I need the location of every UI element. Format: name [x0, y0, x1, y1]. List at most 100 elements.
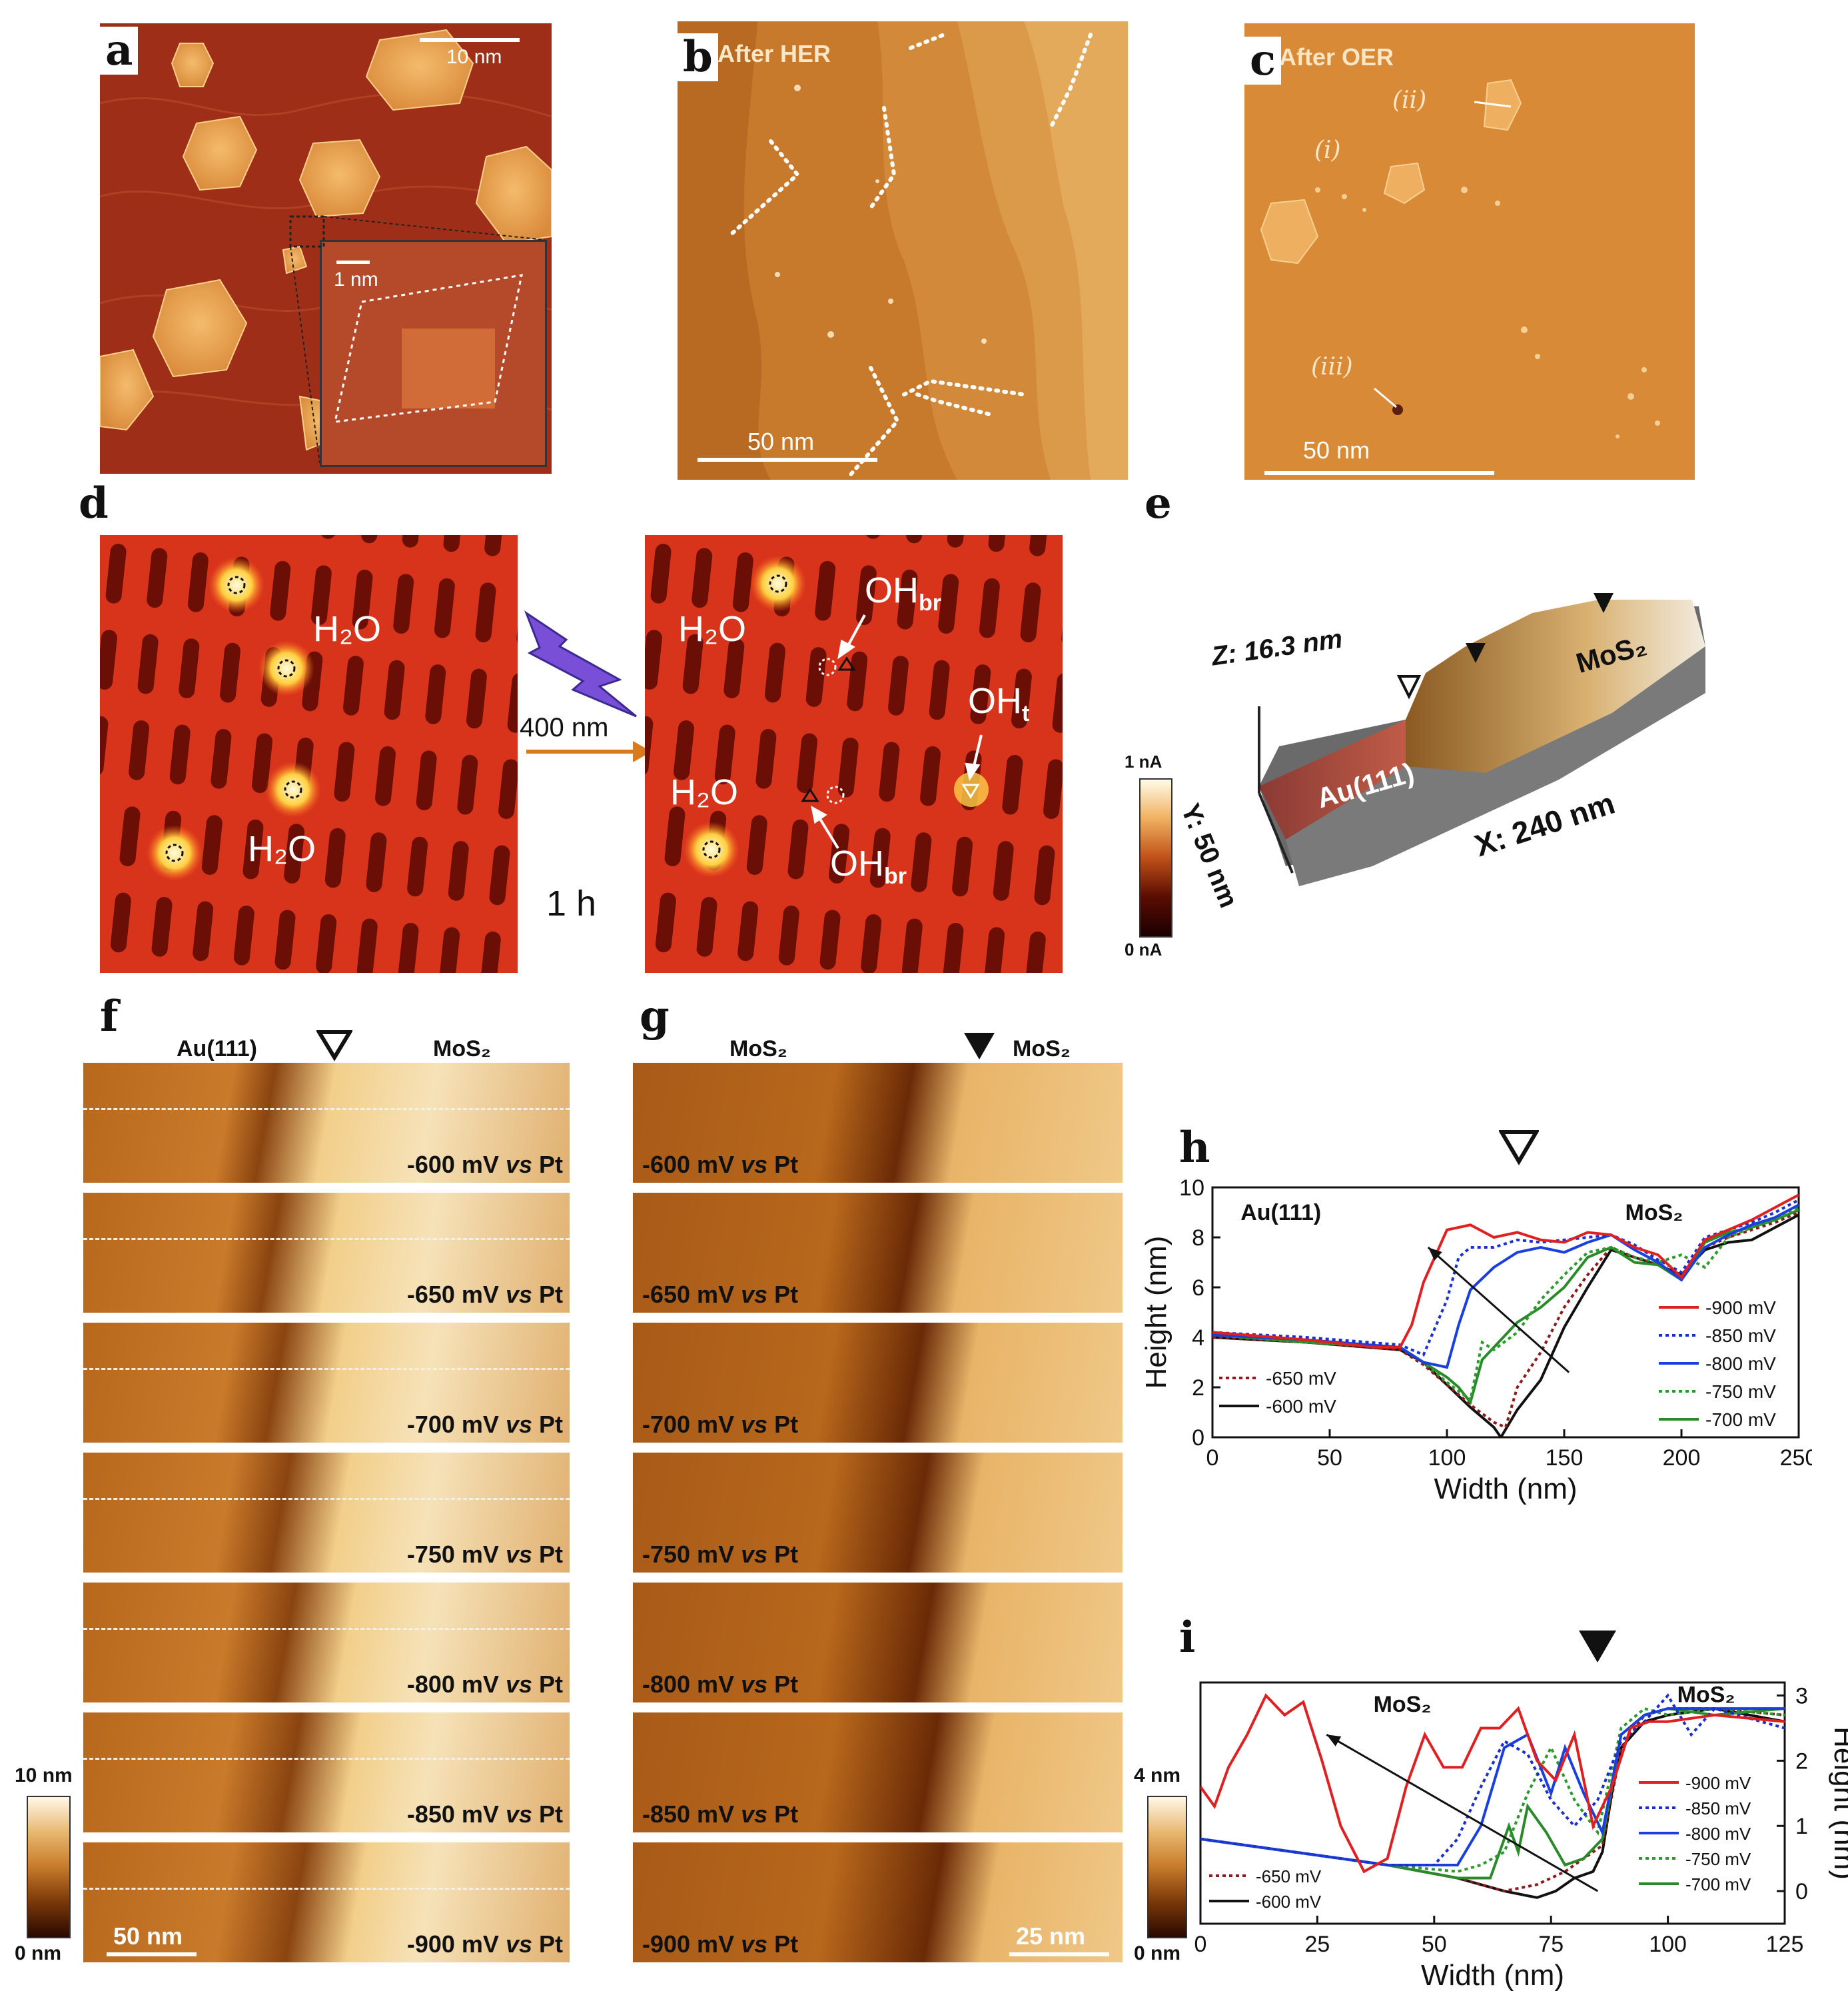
panel-b-image: After HER 50 nm — [678, 21, 1128, 480]
series-line — [1212, 1203, 1799, 1369]
x-tick-label: 75 — [1538, 1932, 1564, 1957]
panel-g-scale-label: 25 nm — [1016, 1922, 1086, 1950]
series-line — [1212, 1206, 1799, 1403]
panel-d-after-image: H₂O H₂O OHbr OHbr OHt — [645, 535, 1063, 973]
legend-entry: -900 mV — [1705, 1297, 1776, 1318]
panel-d-after-water-2: H₂O — [670, 772, 738, 812]
panel-g-strip: -600 mV vs Pt — [633, 1063, 1123, 1183]
x-tick-label: 250 — [1780, 1445, 1812, 1471]
panel-d-label: d — [79, 478, 109, 528]
x-tick-label: 150 — [1546, 1445, 1584, 1471]
panel-d-oh-br-bottom: OHbr — [830, 844, 907, 889]
panel-f-profile-line — [83, 1108, 570, 1111]
panel-f-strip: -850 mV vs Pt — [83, 1712, 570, 1832]
panel-g-right-header: MoS₂ — [1013, 1036, 1071, 1061]
panel-d-time: 1 h — [546, 884, 597, 924]
panel-g-voltage-label: -900 mV vs Pt — [642, 1930, 799, 1958]
panel-d-water-label-1: H₂O — [313, 609, 381, 649]
y-tick-label: 0 — [1795, 1879, 1808, 1904]
x-tick-label: 0 — [1194, 1932, 1207, 1957]
panel-f-left-header: Au(111) — [177, 1036, 257, 1061]
panel-b-scale-label: 50 nm — [747, 428, 815, 455]
panel-c-mark-i: (i) — [1314, 137, 1341, 164]
panel-h-chart: 0 50 100 150 200 250 0 2 4 6 8 10 Width (nm) Height (… — [1140, 1175, 1812, 1505]
panel-f-strip: -600 mV vs Pt — [83, 1063, 570, 1183]
panel-f-scalebar — [107, 1952, 197, 1956]
panel-g-voltage-label: -650 mV vs Pt — [642, 1281, 799, 1308]
panel-i-chart: 0 25 50 75 100 125 0 1 2 3 Width (nm) Height (nm) Mo… — [1194, 1681, 1848, 1991]
panel-g-strip: -850 mV vs Pt — [633, 1712, 1123, 1832]
series-line — [1200, 1706, 1785, 1873]
legend-entry: -600 mV — [1266, 1396, 1336, 1417]
series-line — [1212, 1208, 1799, 1405]
chart-annotation: MoS₂ — [1374, 1692, 1432, 1717]
y-tick-label: 4 — [1192, 1325, 1204, 1351]
series-line — [1200, 1707, 1785, 1866]
panel-d-oh-br-top: OHbr — [865, 570, 941, 616]
panel-b-title: After HER — [717, 40, 831, 67]
legend-entry: -650 mV — [1266, 1368, 1336, 1389]
legend-entry: -700 mV — [1685, 1874, 1751, 1894]
panel-f-right-header: MoS₂ — [433, 1036, 491, 1061]
panel-g-voltage-label: -600 mV vs Pt — [642, 1151, 799, 1178]
panel-f-strip: -700 mV vs Pt — [83, 1323, 570, 1443]
panel-e-label: e — [1145, 478, 1172, 528]
legend-entry: -850 mV — [1705, 1325, 1776, 1346]
panel-g-colorbar — [1147, 1796, 1187, 1938]
panel-f-voltage-label: -750 mV vs Pt — [406, 1541, 563, 1568]
series-line — [1212, 1193, 1799, 1349]
series-line — [1200, 1693, 1785, 1874]
y-tick-label: 1 — [1795, 1814, 1808, 1839]
legend-entry: -750 mV — [1685, 1849, 1751, 1869]
panel-f-scale-label: 50 nm — [113, 1922, 183, 1950]
x-tick-label: 50 — [1317, 1445, 1342, 1471]
legend-entry: -800 mV — [1685, 1824, 1751, 1844]
panel-g-scalebar — [1009, 1952, 1109, 1956]
panel-d-light-arrow — [524, 610, 652, 762]
y-tick-label: 0 — [1192, 1425, 1204, 1451]
legend-entry: -600 mV — [1256, 1892, 1322, 1912]
legend-entry: -700 mV — [1705, 1409, 1776, 1430]
panel-c-label: c — [1244, 37, 1281, 85]
panel-g-strip: -700 mV vs Pt — [633, 1323, 1123, 1443]
panel-f-label: f — [100, 992, 119, 1041]
panel-g-voltage-label: -750 mV vs Pt — [642, 1541, 799, 1568]
x-tick-label: 100 — [1428, 1445, 1466, 1471]
y-tick-label: 6 — [1192, 1275, 1204, 1301]
legend-entry: -650 mV — [1256, 1866, 1322, 1886]
legend-entry: -900 mV — [1685, 1773, 1751, 1793]
panel-f-voltage-label: -650 mV vs Pt — [406, 1281, 563, 1308]
chart-annotation: Au(111) — [1240, 1200, 1321, 1225]
trend-arrow — [1326, 1733, 1599, 1892]
x-axis-label: Width (nm) — [1421, 1959, 1564, 1991]
panel-a-inset: 1 nm — [320, 240, 547, 467]
panel-d-colorbar-min: 0 nA — [1125, 940, 1162, 960]
y-tick-label: 3 — [1795, 1684, 1808, 1709]
panel-f-profile-line — [83, 1498, 570, 1501]
panel-f-profile-line — [83, 1628, 570, 1631]
panel-a-inset-scalebar — [336, 261, 370, 264]
panel-f-profile-line — [83, 1368, 570, 1371]
y-axis-label: Height (nm) — [1828, 1726, 1848, 1880]
y-axis-label: Height (nm) — [1140, 1236, 1172, 1389]
panel-c-scalebar — [1264, 471, 1494, 475]
panel-d-colorbar-max: 1 nA — [1125, 752, 1162, 772]
panel-c-scale-label: 50 nm — [1303, 436, 1370, 464]
x-axis-label: Width (nm) — [1434, 1473, 1577, 1505]
panel-d-oh-t: OHt — [968, 681, 1030, 726]
plot-frame — [1211, 1186, 1800, 1439]
chart-annotation: MoS₂ — [1677, 1682, 1735, 1707]
panel-f-voltage-label: -800 mV vs Pt — [406, 1670, 563, 1698]
panel-f-profile-line — [83, 1238, 570, 1241]
panel-f-voltage-label: -850 mV vs Pt — [406, 1800, 563, 1828]
panel-f-voltage-label: -900 mV vs Pt — [406, 1930, 563, 1958]
panel-d-before-image: H₂O H₂O — [100, 535, 518, 973]
panel-f-voltage-label: -700 mV vs Pt — [406, 1411, 563, 1438]
panel-g-strip: -900 mV vs Pt — [633, 1842, 1123, 1962]
trend-arrow-head — [1428, 1247, 1442, 1261]
panel-i-label: i — [1179, 1613, 1196, 1662]
panel-b-label: b — [678, 33, 718, 81]
y-tick-label: 10 — [1179, 1175, 1204, 1201]
panel-f-open-triangle-marker — [316, 1030, 352, 1061]
panel-a-image: 1 nm 10 nm — [100, 23, 552, 474]
